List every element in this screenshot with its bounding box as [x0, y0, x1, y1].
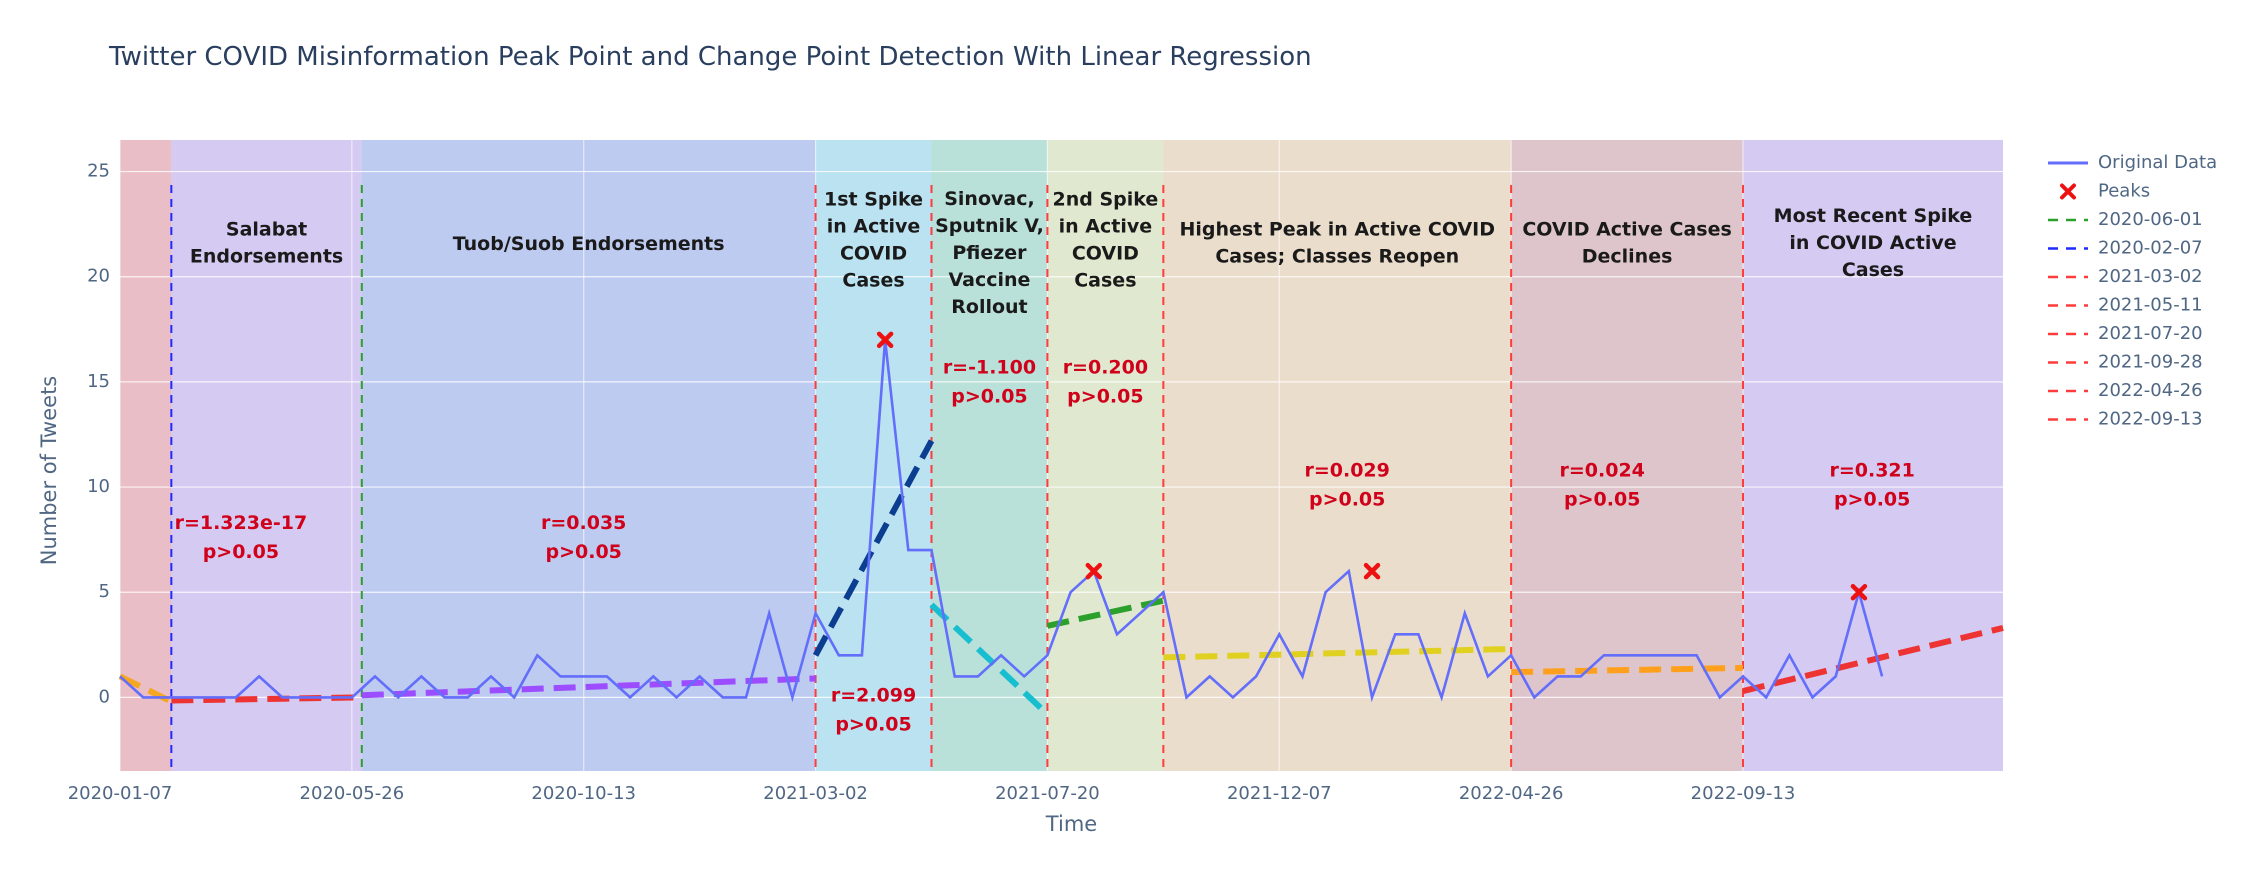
stat-annotation: r=2.099 p>0.05 [831, 684, 916, 735]
legend-label: 2021-07-20 [2098, 323, 2203, 344]
x-tick-label: 2020-10-13 [531, 783, 636, 804]
region-band [815, 140, 932, 771]
legend-label: 2021-03-02 [2098, 266, 2203, 287]
regression-line [1742, 625, 2004, 694]
y-axis-title: Number of Tweets [37, 376, 61, 566]
peak-marker [1363, 562, 1381, 580]
legend-label: 2021-09-28 [2098, 352, 2203, 373]
stat-annotation: r=0.035 p>0.05 [541, 512, 626, 563]
legend-label: 2022-04-26 [2098, 380, 2203, 401]
chart-title: Twitter COVID Misinformation Peak Point … [109, 42, 1312, 72]
regression-line [1163, 646, 1512, 661]
y-tick-label: 5 [99, 581, 110, 602]
region-band [1163, 140, 1512, 771]
region-label: Salabat Endorsements [190, 218, 343, 267]
original-data-line [119, 339, 1884, 703]
region-band [361, 140, 816, 771]
peak-marker [876, 331, 894, 349]
legend-label: 2021-05-11 [2098, 295, 2203, 316]
y-tick-label: 0 [99, 686, 110, 707]
x-tick-label: 2020-05-26 [300, 783, 405, 804]
regression-line [929, 602, 1050, 717]
region-band [1047, 140, 1164, 771]
region-label: Tuob/Suob Endorsements [453, 233, 725, 255]
region-label: Most Recent Spike in COVID Active Cases [1774, 205, 1973, 281]
legend-swatch [2060, 183, 2076, 200]
region-label: Highest Peak in Active COVID Cases; Class… [1179, 218, 1495, 267]
stat-annotation: r=0.029 p>0.05 [1304, 459, 1389, 510]
x-tick-label: 2022-04-26 [1459, 783, 1564, 804]
x-tick-label: 2022-09-13 [1691, 783, 1796, 804]
regression-line [1046, 597, 1164, 629]
peak-marker [1085, 562, 1103, 580]
stat-annotation: r=-1.100 p>0.05 [943, 356, 1036, 407]
region-label: COVID Active Cases Declines [1522, 218, 1731, 267]
stat-annotation: r=0.200 p>0.05 [1063, 356, 1148, 407]
legend-label: Peaks [2098, 181, 2150, 202]
region-label: 1st Spike in Active COVID Cases [824, 188, 923, 291]
peak-marker [1850, 583, 1868, 601]
legend-label: 2020-02-07 [2098, 238, 2203, 259]
legend-label: 2020-06-01 [2098, 209, 2203, 230]
y-tick-label: 25 [87, 161, 110, 182]
stat-annotation: r=0.321 p>0.05 [1829, 459, 1914, 510]
regression-line [1511, 664, 1744, 676]
x-axis-title: Time [1045, 812, 1097, 836]
regression-line [812, 439, 935, 657]
x-tick-label: 2021-12-07 [1227, 783, 1332, 804]
region-band [120, 140, 172, 771]
legend-label: Original Data [2098, 152, 2217, 173]
x-tick-label: 2020-01-07 [68, 783, 173, 804]
region-label: Sinovac, Sputnik V, Pfiezer Vaccine Rollout [935, 188, 1044, 318]
region-band [171, 140, 362, 771]
y-tick-label: 20 [87, 266, 110, 287]
y-tick-label: 15 [87, 371, 110, 392]
y-tick-label: 10 [87, 476, 110, 497]
x-tick-label: 2021-07-20 [995, 783, 1100, 804]
stat-annotation: r=0.024 p>0.05 [1560, 459, 1645, 510]
region-label: 2nd Spike in Active COVID Cases [1052, 188, 1158, 291]
region-band [1742, 140, 2003, 771]
x-tick-label: 2021-03-02 [763, 783, 868, 804]
stat-annotation: r=1.323e-17 p>0.05 [175, 512, 308, 563]
legend-label: 2022-09-13 [2098, 409, 2203, 430]
